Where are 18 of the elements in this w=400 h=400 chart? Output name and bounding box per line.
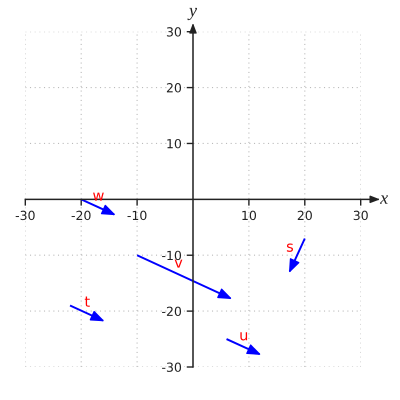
x-tick-label: -10 [128, 210, 146, 220]
y-tick-label: -10 [162, 250, 182, 260]
x-tick-label: -20 [72, 210, 91, 220]
y-tick-label: -20 [162, 306, 182, 316]
y-tick-label: 10 [167, 138, 182, 148]
y-tick-label: -30 [162, 362, 182, 372]
series-label: s [286, 243, 294, 252]
x-tick-label: 20 [298, 210, 312, 220]
x-axis-title: x [380, 195, 388, 204]
series-label: u [240, 332, 248, 340]
y-axis-title: y [187, 8, 198, 20]
x-tick-label: -30 [16, 210, 35, 220]
y-tick-label: 30 [166, 27, 182, 37]
x-tick-label: 10 [242, 210, 256, 220]
x-tick-label: 30 [354, 210, 368, 220]
y-tick-label: 20 [166, 83, 182, 93]
series-label: v [174, 260, 182, 268]
series-label: t [84, 296, 90, 307]
